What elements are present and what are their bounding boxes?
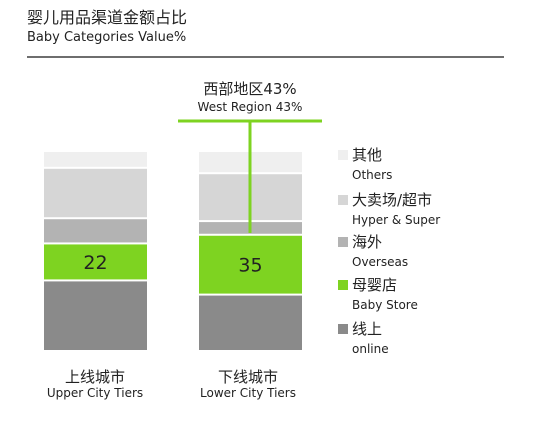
legend-label: 大卖场/超市 <box>352 191 433 209</box>
legend-label: 其他 <box>352 146 383 164</box>
legend-label: 海外 <box>352 233 383 251</box>
bar-segment-online <box>44 281 147 350</box>
data-label: 35 <box>238 255 262 277</box>
legend-label-en: online <box>352 342 389 356</box>
category-label-zh: 上线城市 <box>64 368 125 386</box>
category-label-en: Upper City Tiers <box>46 386 144 400</box>
bar-segment-hyper-super <box>44 168 147 218</box>
legend-label-en: Baby Store <box>352 298 418 312</box>
legend-swatch <box>338 280 348 290</box>
legend-label-en: Others <box>352 168 393 182</box>
bar-segment-online <box>199 295 302 350</box>
data-label: 22 <box>83 252 107 274</box>
chart-title: 婴儿用品渠道金额占比 <box>27 8 188 27</box>
legend-swatch <box>338 195 348 205</box>
chart-subtitle: Baby Categories Value% <box>27 30 187 45</box>
legend-label: 线上 <box>352 320 383 338</box>
legend-swatch <box>338 324 348 334</box>
category-label-zh: 下线城市 <box>217 368 278 386</box>
legend-label-en: Hyper & Super <box>352 213 441 227</box>
legend-swatch <box>338 150 348 160</box>
title-divider <box>27 56 504 58</box>
legend-label: 母婴店 <box>352 276 398 294</box>
chart-title-block: 婴儿用品渠道金额占比 Baby Categories Value% <box>27 8 187 46</box>
bar-segment-others <box>44 152 147 167</box>
bar-segment-baby-store <box>199 235 302 294</box>
legend-label-en: Overseas <box>352 255 409 269</box>
bar-segment-overseas <box>44 219 147 243</box>
callout-label-en: West Region 43% <box>197 100 303 114</box>
category-label-upper: 上线城市 Upper City Tiers <box>15 368 175 401</box>
category-label-en: Lower City Tiers <box>200 386 296 400</box>
legend-swatch <box>338 237 348 247</box>
callout-label: 西部地区43% <box>203 80 297 98</box>
bar-segment-baby-store <box>44 244 147 280</box>
category-label-lower: 下线城市 Lower City Tiers <box>168 368 328 401</box>
